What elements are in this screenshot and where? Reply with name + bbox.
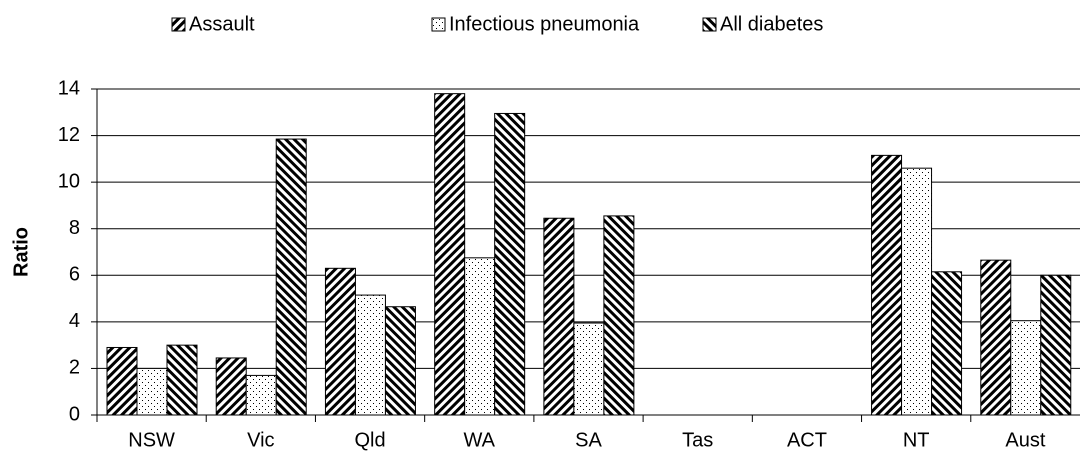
y-tick-label: 4 xyxy=(69,310,80,332)
bar xyxy=(573,322,605,416)
x-tick-label: Aust xyxy=(1005,429,1045,451)
bar xyxy=(275,138,307,416)
bar xyxy=(1010,320,1042,416)
bar xyxy=(434,93,466,416)
bar xyxy=(871,154,903,416)
x-tick-label: WA xyxy=(464,429,496,451)
y-tick-label: 2 xyxy=(69,357,80,379)
bar xyxy=(215,357,247,416)
bar xyxy=(106,346,138,416)
x-tick-label: Tas xyxy=(682,429,713,451)
bar xyxy=(980,259,1012,416)
y-tick-label: 8 xyxy=(69,217,80,239)
y-tick-label: 6 xyxy=(69,264,80,286)
bar xyxy=(136,367,168,416)
y-tick-label: 12 xyxy=(58,124,80,146)
bar xyxy=(464,257,496,416)
bar xyxy=(603,215,635,416)
y-tick-label: 0 xyxy=(69,403,80,425)
x-tick-label: Vic xyxy=(247,429,274,451)
x-tick-label: NT xyxy=(903,429,930,451)
bar xyxy=(1040,274,1072,416)
bar xyxy=(494,112,526,416)
bar xyxy=(166,344,198,416)
x-tick-label: ACT xyxy=(787,429,827,451)
bar xyxy=(384,306,416,416)
x-tick-label: Qld xyxy=(354,429,385,451)
x-tick-label: NSW xyxy=(128,429,175,451)
bar xyxy=(324,267,356,416)
x-tick-label: SA xyxy=(575,429,602,451)
y-tick-label: 10 xyxy=(58,170,80,192)
bar xyxy=(931,271,963,416)
legend-label: Assault xyxy=(189,13,255,35)
legend-swatch xyxy=(171,17,186,32)
legend-swatch xyxy=(702,17,717,32)
bar xyxy=(543,217,575,416)
bar xyxy=(245,374,277,416)
legend-swatch xyxy=(431,17,446,32)
y-axis-label: Ratio xyxy=(10,227,32,277)
bar xyxy=(901,167,933,416)
y-tick-label: 14 xyxy=(58,77,80,99)
legend-label: All diabetes xyxy=(720,13,823,35)
bar xyxy=(354,294,386,416)
legend-label: Infectious pneumonia xyxy=(449,13,640,35)
